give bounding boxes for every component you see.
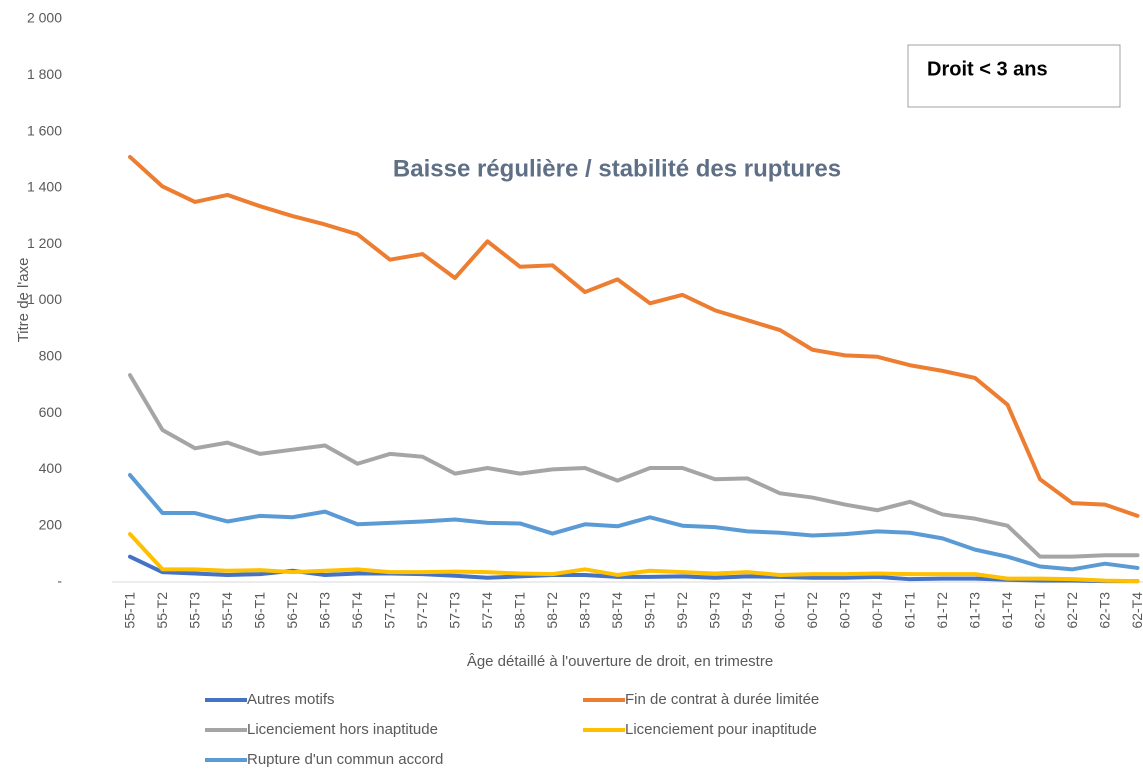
x-tick-label: 60-T4 — [869, 592, 885, 629]
x-tick-label: 62-T4 — [1129, 592, 1143, 629]
x-tick-label: 55-T2 — [154, 592, 170, 629]
x-tick-label: 62-T2 — [1064, 592, 1080, 629]
y-tick-label: 1 400 — [27, 179, 62, 195]
series-line — [128, 473, 1140, 572]
box-label: Droit < 3 ans — [927, 58, 1048, 80]
series-line — [128, 373, 1140, 559]
legend-label: Autres motifs — [247, 691, 335, 708]
x-tick-label: 56-T1 — [252, 592, 268, 629]
annotation-box — [907, 44, 1121, 108]
x-tick-label: 55-T4 — [219, 592, 235, 629]
legend-label: Fin de contrat à durée limitée — [625, 691, 819, 708]
x-tick-label: 58-T2 — [544, 592, 560, 629]
x-tick-label: 61-T1 — [902, 592, 918, 629]
x-tick-label: 59-T1 — [642, 592, 658, 629]
series-line — [128, 532, 1140, 584]
x-tick-label: 61-T2 — [934, 592, 950, 629]
x-tick-label: 57-T4 — [479, 592, 495, 629]
x-tick-label: 57-T2 — [414, 592, 430, 629]
x-tick-label: 59-T3 — [707, 592, 723, 629]
y-tick-label: 800 — [39, 348, 63, 364]
y-tick-label: 1 800 — [27, 66, 62, 82]
annotation: Baisse régulière / stabilité des rupture… — [393, 155, 841, 182]
x-tick-label: 60-T2 — [804, 592, 820, 629]
y-tick-label: 2 000 — [27, 10, 62, 26]
x-tick-label: 58-T4 — [609, 592, 625, 629]
x-tick-label: 56-T4 — [349, 592, 365, 629]
y-tick-label: 1 600 — [27, 122, 62, 138]
x-tick-label: 62-T3 — [1097, 592, 1113, 629]
y-tick-label: 600 — [39, 404, 63, 420]
x-tick-label: 56-T3 — [317, 592, 333, 629]
y-tick-label: 1 200 — [27, 235, 62, 251]
x-tick-label: 55-T3 — [187, 592, 203, 629]
legend-label: Licenciement pour inaptitude — [625, 721, 817, 738]
y-axis-label: Titre de l'axe — [15, 258, 32, 343]
x-tick-label: 60-T1 — [772, 592, 788, 629]
x-tick-label: 55-T1 — [122, 592, 138, 629]
x-tick-label: 61-T4 — [999, 592, 1015, 629]
x-tick-label: 60-T3 — [837, 592, 853, 629]
x-tick-label: 59-T4 — [739, 592, 755, 629]
x-axis-label: Âge détaillé à l'ouverture de droit, en … — [467, 653, 773, 670]
x-tick-label: 58-T1 — [512, 592, 528, 629]
y-tick-label: 1 000 — [27, 291, 62, 307]
series-line — [128, 154, 1140, 518]
x-tick-label: 59-T2 — [674, 592, 690, 629]
x-tick-label: 57-T1 — [382, 592, 398, 629]
legend-label: Licenciement hors inaptitude — [247, 721, 438, 738]
x-tick-label: 57-T3 — [447, 592, 463, 629]
y-tick-label: 400 — [39, 460, 63, 476]
x-tick-label: 58-T3 — [577, 592, 593, 629]
x-tick-label: 62-T1 — [1032, 592, 1048, 629]
legend-label: Rupture d'un commun accord — [247, 751, 443, 768]
y-tick-label: - — [57, 573, 62, 589]
x-tick-label: 61-T3 — [967, 592, 983, 629]
x-tick-label: 56-T2 — [284, 592, 300, 629]
y-tick-label: 200 — [39, 516, 63, 532]
